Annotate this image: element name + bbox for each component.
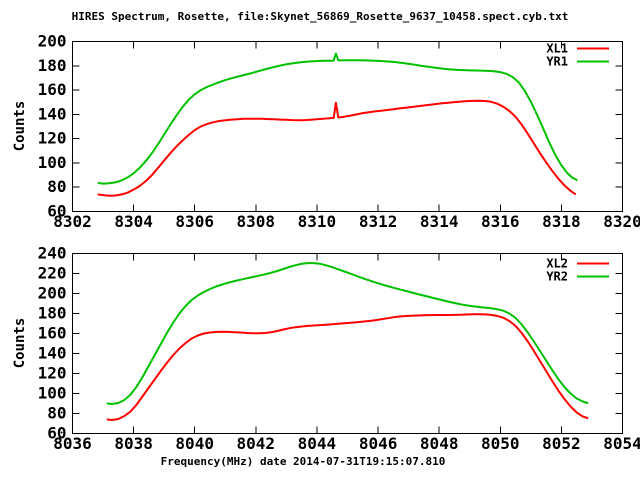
plot1-x-tick-label: 8318 bbox=[542, 212, 581, 231]
x-axis-label: Frequency(MHz) date 2014-07-31T19:15:07.… bbox=[160, 455, 446, 468]
plot1-y-tick-label: 140 bbox=[38, 104, 67, 123]
plot2-y-tick-label: 60 bbox=[47, 424, 66, 443]
plot1-y-tick-label: 180 bbox=[38, 56, 67, 75]
plot2-x-tick-label: 8050 bbox=[481, 434, 520, 453]
plot1-legend-label-yr1: YR1 bbox=[546, 55, 568, 69]
plot2-x-tick-label: 8036 bbox=[53, 434, 92, 453]
plot2-x-tick-label: 8048 bbox=[420, 434, 459, 453]
plot2-x-tick-label: 8042 bbox=[237, 434, 276, 453]
plot2-y-tick-label: 120 bbox=[38, 364, 67, 383]
plot2-legend-label-xl2: XL2 bbox=[546, 257, 568, 271]
plot1-series-xl1-curve bbox=[97, 99, 577, 197]
plot2-x-tick-label: 8044 bbox=[298, 434, 337, 453]
plot1-x-tick-label: 8320 bbox=[603, 212, 640, 231]
plot2-y-tick-label: 180 bbox=[38, 304, 67, 323]
plot1-legend-label-xl1: XL1 bbox=[546, 42, 568, 56]
plot2-x-tick-label: 8040 bbox=[175, 434, 214, 453]
plot2-y-tick-label: 100 bbox=[38, 384, 67, 403]
plot1-frame bbox=[72, 41, 623, 212]
plot2-y-tick-label: 220 bbox=[38, 264, 67, 283]
plot1-x-tick-label: 8306 bbox=[175, 212, 214, 231]
plot2-x-tick-label: 8046 bbox=[359, 434, 398, 453]
page-title: HIRES Spectrum, Rosette, file:Skynet_568… bbox=[71, 10, 569, 23]
plot1-y-tick-label: 120 bbox=[38, 129, 67, 148]
plot2-y-tick-label: 200 bbox=[38, 284, 67, 303]
plot1-y-tick-label: 80 bbox=[47, 177, 66, 196]
plot2-x-tick-label: 8054 bbox=[603, 434, 640, 453]
plot1-y-tick-label: 200 bbox=[38, 32, 67, 51]
plot2-series-yr2-curve bbox=[106, 262, 589, 405]
plot2-frame bbox=[72, 253, 623, 434]
plot2-x-tick-label: 8038 bbox=[114, 434, 153, 453]
plot1-x-tick-label: 8312 bbox=[359, 212, 398, 231]
plot2-y-tick-label: 80 bbox=[47, 404, 66, 423]
plot1-y-tick-label: 100 bbox=[38, 153, 67, 172]
plot1-x-tick-label: 8304 bbox=[114, 212, 153, 231]
plot1-x-tick-label: 8302 bbox=[53, 212, 92, 231]
plot2-x-tick-label: 8052 bbox=[542, 434, 581, 453]
plot2-y-tick-label: 240 bbox=[38, 244, 67, 263]
plot2-y-tick-label: 160 bbox=[38, 324, 67, 343]
plot2-legend-label-yr2: YR2 bbox=[546, 270, 568, 284]
plot1-series-yr1-curve bbox=[97, 52, 578, 185]
plot1-x-tick-label: 8308 bbox=[237, 212, 276, 231]
plot1-x-tick-label: 8314 bbox=[420, 212, 459, 231]
plot1-y-tick-label: 160 bbox=[38, 80, 67, 99]
plot1-y-tick-label: 60 bbox=[47, 202, 66, 221]
plot2-y-tick-label: 140 bbox=[38, 344, 67, 363]
plot1-x-tick-label: 8310 bbox=[298, 212, 337, 231]
plot1-x-tick-label: 8316 bbox=[481, 212, 520, 231]
plot2-series-xl2-curve bbox=[106, 313, 589, 421]
